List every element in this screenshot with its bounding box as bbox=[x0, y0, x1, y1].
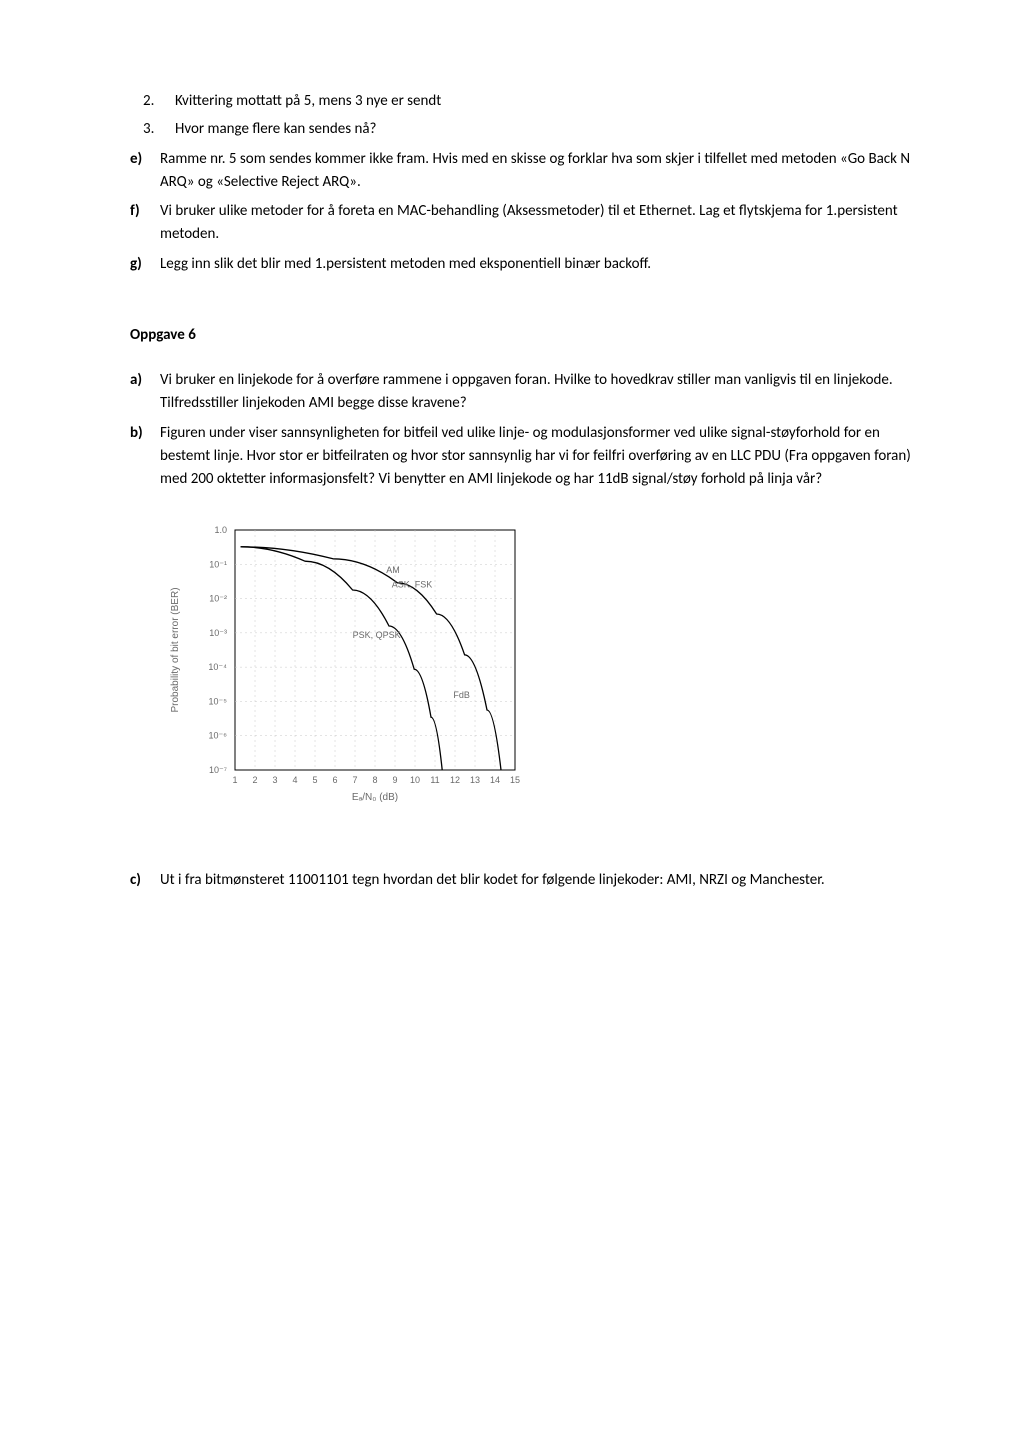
numbered-sublist: 2. Kvittering mottatt på 5, mens 3 nye e… bbox=[130, 90, 924, 142]
ber-chart-svg: 1.010⁻¹10⁻²10⁻³10⁻⁴10⁻⁵10⁻⁶10⁻⁷123456789… bbox=[160, 515, 540, 825]
svg-text:2: 2 bbox=[252, 775, 257, 785]
alpha-marker: c) bbox=[130, 869, 141, 892]
alpha-marker: b) bbox=[130, 422, 143, 445]
alpha-marker: a) bbox=[130, 369, 142, 392]
svg-text:PSK, QPSK: PSK, QPSK bbox=[353, 630, 401, 640]
num-text: Kvittering mottatt på 5, mens 3 nye er s… bbox=[175, 92, 441, 110]
page-content: 2. Kvittering mottatt på 5, mens 3 nye e… bbox=[100, 90, 924, 893]
svg-text:10⁻⁷: 10⁻⁷ bbox=[209, 765, 227, 775]
num-item-2: 2. Kvittering mottatt på 5, mens 3 nye e… bbox=[175, 90, 924, 113]
num-marker: 2. bbox=[143, 90, 154, 113]
alpha-item-e: e) Ramme nr. 5 som sendes kommer ikke fr… bbox=[130, 148, 924, 195]
svg-text:9: 9 bbox=[392, 775, 397, 785]
alpha-marker: e) bbox=[130, 148, 142, 171]
alpha-marker: g) bbox=[130, 253, 142, 276]
svg-text:8: 8 bbox=[372, 775, 377, 785]
svg-text:AM: AM bbox=[386, 565, 400, 575]
alpha-list-c: c) Ut i fra bitmønsteret 11001101 tegn h… bbox=[130, 869, 924, 892]
svg-text:12: 12 bbox=[450, 775, 460, 785]
svg-text:7: 7 bbox=[352, 775, 357, 785]
svg-text:5: 5 bbox=[312, 775, 317, 785]
svg-text:10: 10 bbox=[410, 775, 420, 785]
svg-text:10⁻¹: 10⁻¹ bbox=[209, 560, 227, 570]
svg-text:10⁻⁶: 10⁻⁶ bbox=[209, 731, 228, 741]
alpha-text: Ramme nr. 5 som sendes kommer ikke fram.… bbox=[160, 148, 924, 195]
svg-text:FdB: FdB bbox=[453, 690, 470, 700]
svg-text:10⁻³: 10⁻³ bbox=[209, 628, 227, 638]
alpha-text: Vi bruker en linjekode for å overføre ra… bbox=[160, 369, 924, 416]
svg-text:11: 11 bbox=[430, 775, 439, 785]
svg-text:4: 4 bbox=[292, 775, 297, 785]
svg-text:10⁻⁵: 10⁻⁵ bbox=[209, 697, 228, 707]
svg-text:6: 6 bbox=[332, 775, 337, 785]
svg-text:1: 1 bbox=[232, 775, 237, 785]
svg-text:1.0: 1.0 bbox=[214, 525, 227, 535]
alpha-item-c: c) Ut i fra bitmønsteret 11001101 tegn h… bbox=[130, 869, 924, 892]
oppgave-heading: Oppgave 6 bbox=[130, 324, 924, 347]
svg-text:3: 3 bbox=[272, 775, 277, 785]
alpha-text: Vi bruker ulike metoder for å foreta en … bbox=[160, 200, 924, 247]
svg-text:Probability of bit error (BER): Probability of bit error (BER) bbox=[170, 588, 181, 713]
ber-chart: 1.010⁻¹10⁻²10⁻³10⁻⁴10⁻⁵10⁻⁶10⁻⁷123456789… bbox=[160, 515, 924, 825]
svg-text:10⁻²: 10⁻² bbox=[209, 594, 227, 604]
svg-text:Eₐ/N₀ (dB): Eₐ/N₀ (dB) bbox=[352, 792, 398, 803]
alpha-marker: f) bbox=[130, 200, 140, 223]
alpha-text: Legg inn slik det blir med 1.persistent … bbox=[160, 253, 924, 276]
num-text: Hvor mange flere kan sendes nå? bbox=[175, 120, 377, 138]
alpha-list-top: e) Ramme nr. 5 som sendes kommer ikke fr… bbox=[130, 148, 924, 276]
svg-text:15: 15 bbox=[510, 775, 520, 785]
alpha-item-f: f) Vi bruker ulike metoder for å foreta … bbox=[130, 200, 924, 247]
num-item-3: 3. Hvor mange flere kan sendes nå? bbox=[175, 118, 924, 141]
alpha-list-oppgave: a) Vi bruker en linjekode for å overføre… bbox=[130, 369, 924, 491]
svg-text:13: 13 bbox=[470, 775, 480, 785]
alpha-item-a: a) Vi bruker en linjekode for å overføre… bbox=[130, 369, 924, 416]
alpha-text: Figuren under viser sannsynligheten for … bbox=[160, 422, 924, 492]
num-marker: 3. bbox=[143, 118, 154, 141]
alpha-text: Ut i fra bitmønsteret 11001101 tegn hvor… bbox=[160, 869, 924, 892]
svg-text:ASK, FSK: ASK, FSK bbox=[392, 580, 433, 590]
svg-text:14: 14 bbox=[490, 775, 500, 785]
svg-text:10⁻⁴: 10⁻⁴ bbox=[208, 662, 227, 672]
alpha-item-b: b) Figuren under viser sannsynligheten f… bbox=[130, 422, 924, 492]
alpha-item-g: g) Legg inn slik det blir med 1.persiste… bbox=[130, 253, 924, 276]
